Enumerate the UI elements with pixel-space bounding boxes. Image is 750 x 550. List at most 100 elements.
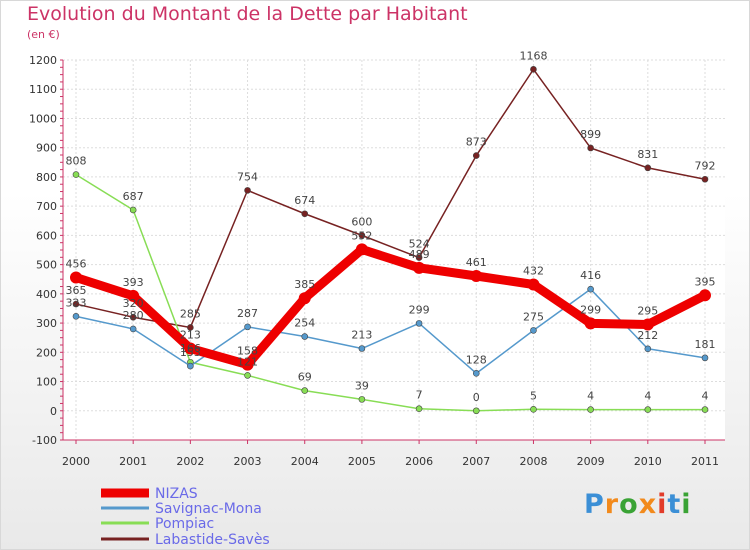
y-tick-label: 300 bbox=[36, 317, 57, 330]
data-point bbox=[301, 387, 309, 394]
data-label: 4 bbox=[702, 390, 709, 403]
data-point bbox=[301, 210, 309, 218]
data-point bbox=[472, 370, 480, 377]
data-point bbox=[641, 318, 654, 331]
data-label: 275 bbox=[523, 310, 544, 323]
x-tick-label: 2004 bbox=[291, 455, 319, 468]
data-label: 873 bbox=[466, 136, 487, 149]
legend-label: NIZAS bbox=[155, 486, 198, 502]
y-tick-label: 1100 bbox=[29, 83, 57, 96]
data-label: 0 bbox=[473, 391, 480, 404]
data-point bbox=[72, 171, 80, 178]
data-label: 393 bbox=[123, 276, 144, 289]
data-label: 280 bbox=[123, 309, 144, 322]
data-label: 416 bbox=[580, 269, 601, 282]
data-point bbox=[701, 175, 709, 183]
y-tick-label: 1200 bbox=[29, 54, 57, 67]
data-point bbox=[187, 324, 194, 331]
data-point bbox=[244, 372, 251, 379]
legend-label: Pompiac bbox=[155, 516, 214, 532]
y-tick-label: 200 bbox=[36, 346, 57, 359]
data-label: 285 bbox=[180, 307, 201, 320]
x-tick-label: 2005 bbox=[348, 455, 376, 468]
data-point bbox=[241, 358, 254, 371]
logo-letter: t bbox=[667, 489, 682, 520]
axes: -100 0 100 200 300 400 500 600 700 800 900 1000 1100… bbox=[29, 54, 725, 468]
logo-letter: P bbox=[584, 489, 605, 520]
series-line-1 bbox=[75, 288, 706, 375]
data-point bbox=[72, 300, 80, 308]
y-tick-label: 1000 bbox=[29, 112, 57, 125]
data-label: 792 bbox=[695, 159, 716, 172]
data-point bbox=[472, 152, 480, 159]
y-tick-label: 400 bbox=[36, 288, 57, 301]
data-label: 7 bbox=[416, 389, 423, 402]
data-point bbox=[530, 327, 537, 334]
data-label: 320 bbox=[123, 297, 144, 310]
data-label: 674 bbox=[294, 194, 315, 207]
data-point bbox=[415, 405, 423, 413]
data-point bbox=[129, 325, 137, 333]
legend-label: Labastide-Savès bbox=[155, 532, 270, 548]
data-label: 299 bbox=[580, 303, 601, 316]
data-point bbox=[301, 333, 309, 340]
data-label: 600 bbox=[351, 215, 372, 228]
x-tick-label: 2010 bbox=[634, 455, 662, 468]
data-point bbox=[358, 345, 366, 352]
data-label: 365 bbox=[66, 284, 87, 297]
logo-letter: o bbox=[619, 489, 639, 520]
data-point bbox=[470, 270, 483, 283]
data-label: 181 bbox=[695, 338, 716, 351]
data-point bbox=[644, 406, 652, 413]
x-tick-label: 2008 bbox=[519, 455, 547, 468]
data-point bbox=[530, 406, 537, 413]
data-label: 212 bbox=[637, 329, 658, 342]
data-point bbox=[413, 261, 426, 274]
grid bbox=[63, 59, 725, 441]
data-point bbox=[415, 254, 423, 261]
data-point bbox=[358, 396, 366, 403]
y-tick-label: 100 bbox=[36, 376, 57, 389]
y-tick-label: 600 bbox=[36, 229, 57, 242]
x-tick-label: 2009 bbox=[577, 455, 605, 468]
data-label: 153 bbox=[180, 346, 201, 359]
data-label: 39 bbox=[355, 379, 369, 392]
x-tick-label: 2003 bbox=[234, 455, 262, 468]
y-tick-label: 700 bbox=[36, 200, 57, 213]
data-label: 1168 bbox=[519, 49, 547, 62]
data-point bbox=[701, 406, 709, 413]
data-label: 831 bbox=[637, 148, 658, 161]
data-point bbox=[530, 66, 537, 73]
data-label: 287 bbox=[237, 307, 258, 320]
data-label: 295 bbox=[637, 305, 658, 318]
data-point bbox=[70, 271, 82, 284]
data-label: 524 bbox=[409, 238, 430, 251]
series-line-3 bbox=[75, 68, 706, 329]
data-label: 808 bbox=[66, 155, 87, 168]
data-point bbox=[355, 243, 368, 256]
data-label: 385 bbox=[294, 278, 315, 291]
data-point bbox=[587, 406, 594, 413]
data-label: 456 bbox=[66, 257, 87, 270]
data-label: 899 bbox=[580, 128, 601, 141]
y-tick-label: 900 bbox=[36, 142, 57, 155]
series-line-0 bbox=[71, 244, 710, 370]
x-tick-label: 2011 bbox=[691, 455, 719, 468]
y-tick-label: 800 bbox=[36, 171, 57, 184]
data-label: 4 bbox=[644, 390, 651, 403]
data-label: 254 bbox=[294, 317, 315, 330]
x-tick-label: 2006 bbox=[405, 455, 433, 468]
x-tick-label: 2001 bbox=[119, 455, 147, 468]
data-label: 395 bbox=[695, 275, 716, 288]
data-point bbox=[587, 285, 594, 293]
chart-title: Evolution du Montant de la Dette par Hab… bbox=[27, 3, 468, 25]
legend-label: Savignac-Mona bbox=[155, 501, 262, 517]
series-lines bbox=[70, 66, 711, 415]
x-tick-label: 2002 bbox=[176, 455, 204, 468]
data-label: 158 bbox=[237, 345, 258, 358]
data-point bbox=[129, 313, 137, 321]
data-point bbox=[644, 345, 652, 353]
data-label: 213 bbox=[351, 329, 372, 342]
